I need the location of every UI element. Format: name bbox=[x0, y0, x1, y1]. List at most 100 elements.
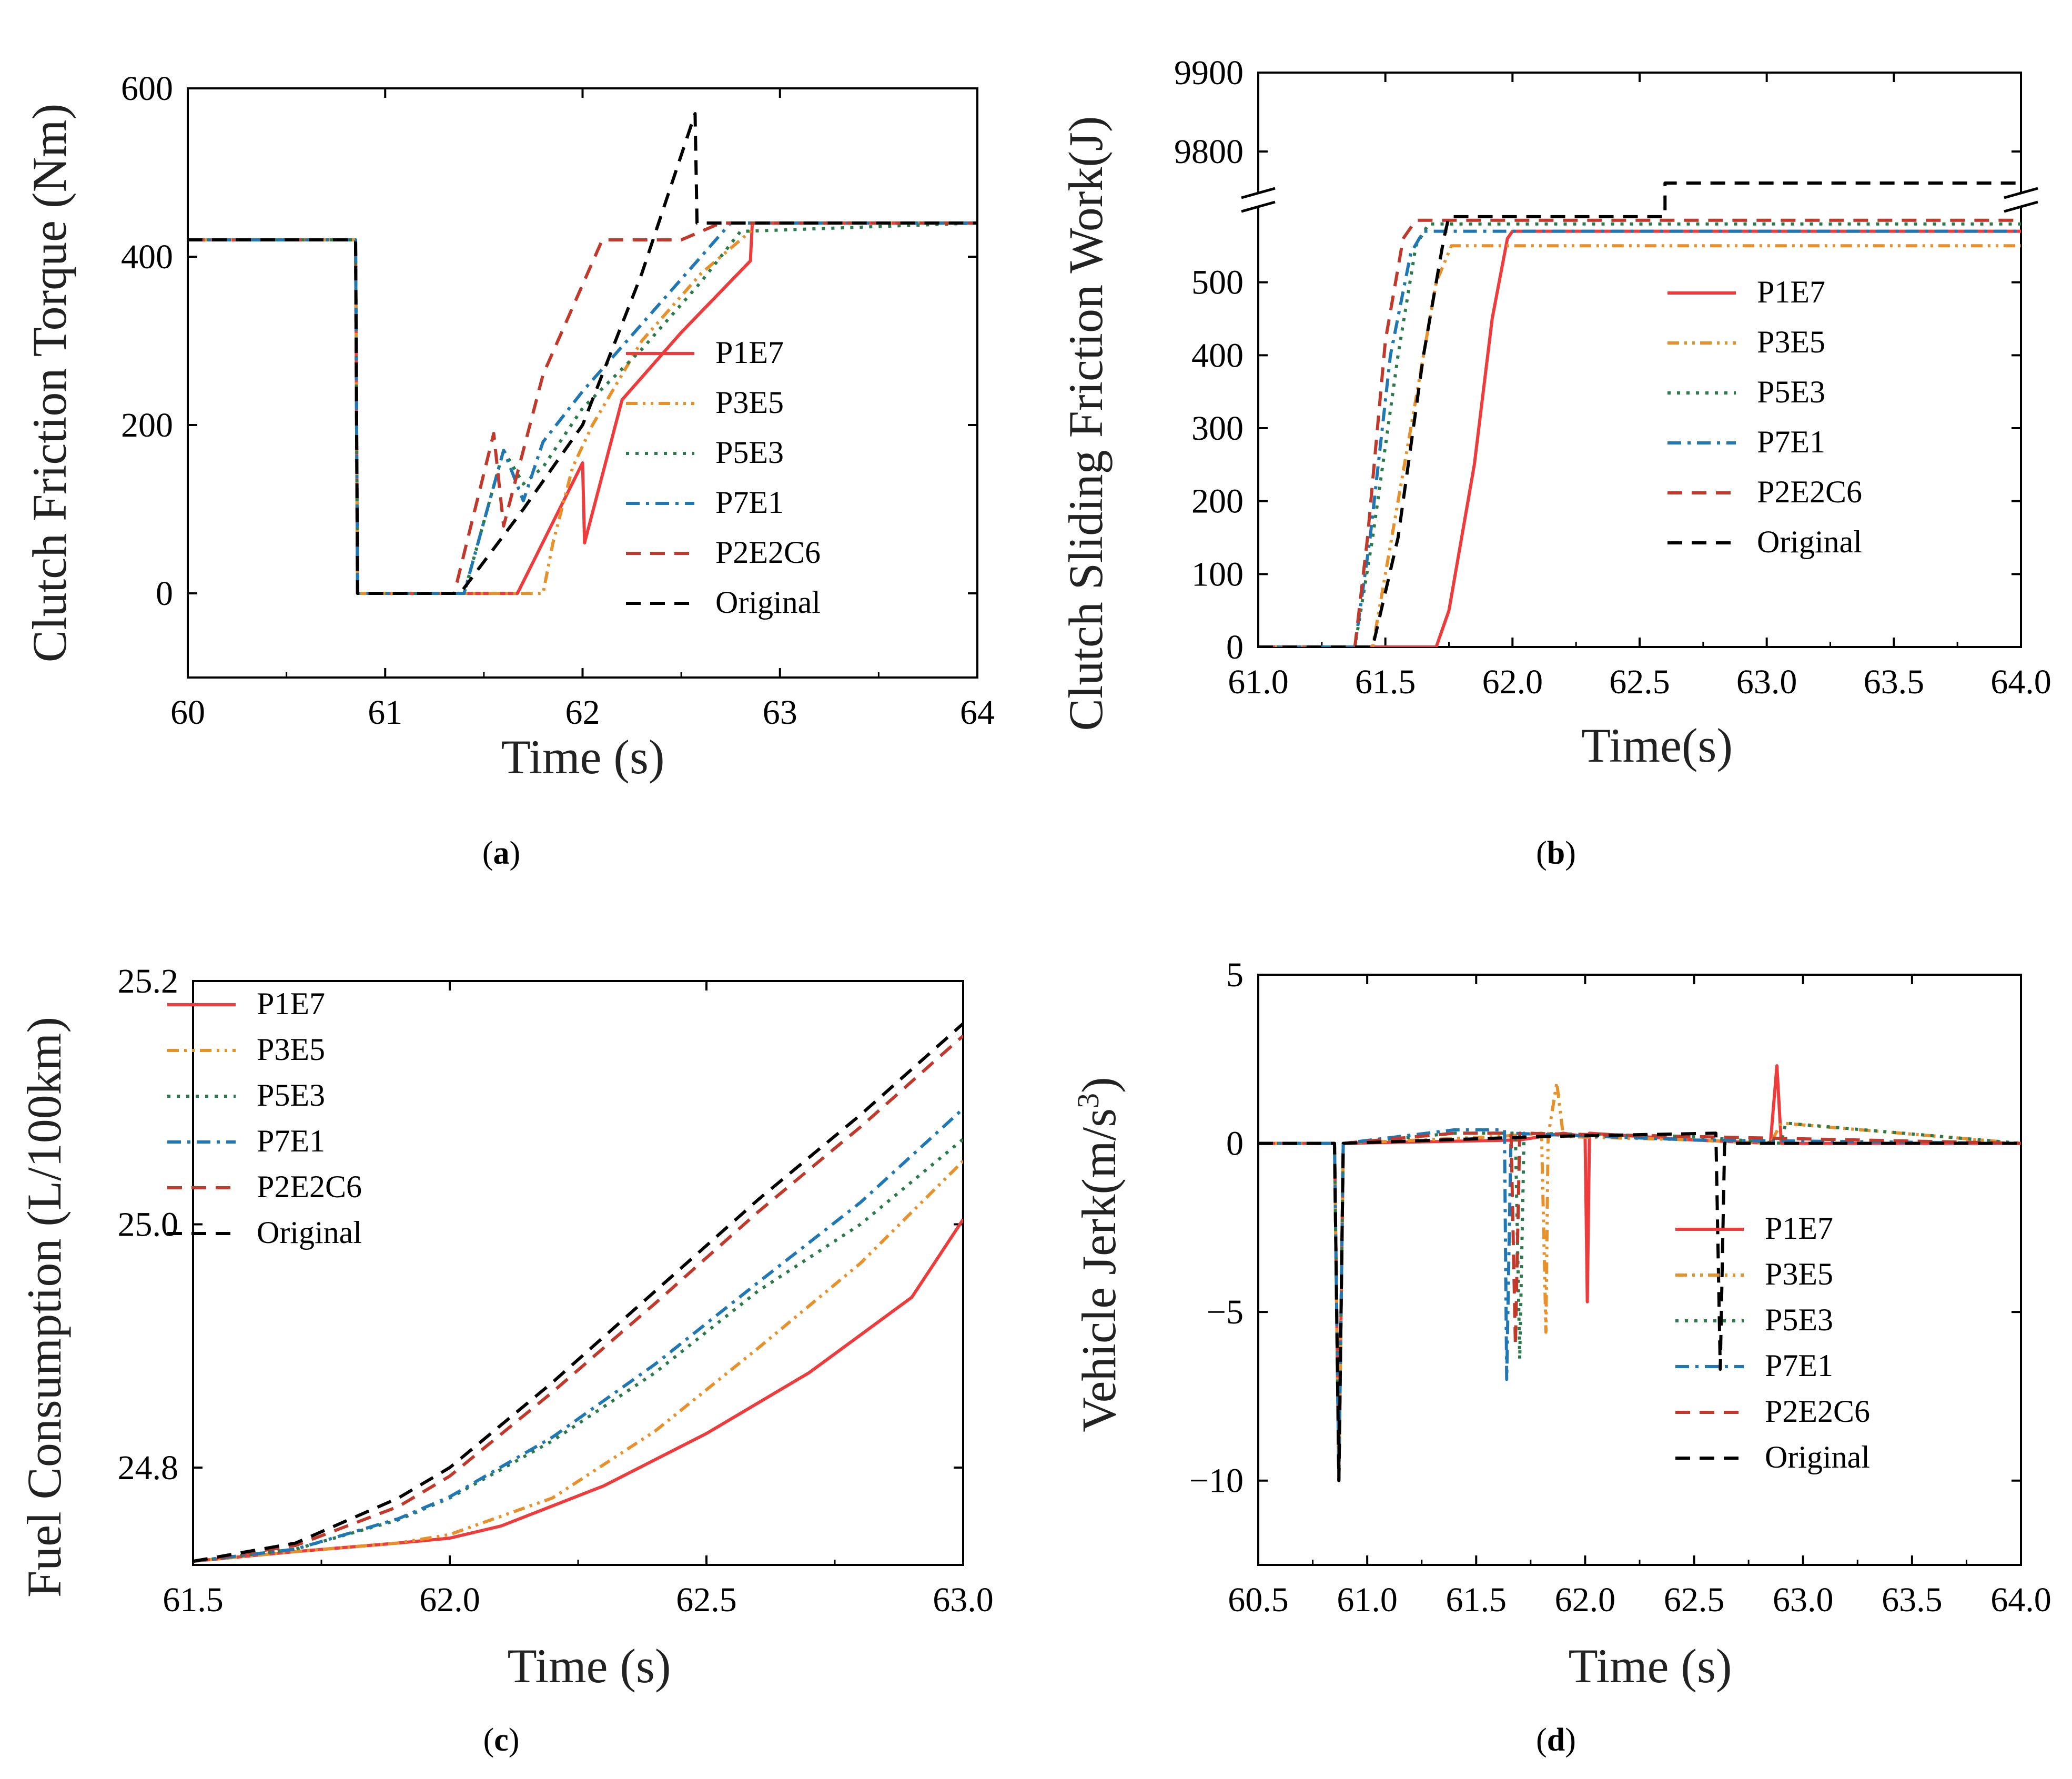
legend-label-p5e3: P5E3 bbox=[715, 435, 784, 470]
y-tick-label: −5 bbox=[1207, 1293, 1244, 1331]
y-tick-label: 200 bbox=[1191, 482, 1244, 521]
series-line-p7e1 bbox=[1258, 1128, 2021, 1482]
legend: P1E7 P3E5 P5E3 P7E1 P2E2C6 Original bbox=[626, 335, 821, 620]
x-tick-label: 61 bbox=[368, 693, 402, 732]
legend-label-p7e1: P7E1 bbox=[1757, 424, 1825, 459]
series-line-p5e3 bbox=[1258, 222, 2021, 647]
axis-break-mark bbox=[2004, 187, 2038, 199]
x-tick-label: 64.0 bbox=[1990, 1581, 2051, 1619]
legend-label-original: Original bbox=[715, 585, 821, 620]
legend: P1E7 P3E5 P5E3 P7E1 P2E2C6 Original bbox=[167, 986, 362, 1250]
axis-break-mark bbox=[1241, 187, 1276, 199]
series-line-p1e7 bbox=[1258, 1064, 2021, 1482]
legend-label-p7e1: P7E1 bbox=[257, 1124, 325, 1158]
panel-label: (a) bbox=[482, 835, 520, 871]
series-line-p1e7 bbox=[188, 221, 977, 595]
y-tick-label: 25.0 bbox=[118, 1206, 179, 1244]
y-tick-label: 500 bbox=[1191, 264, 1244, 302]
series-line-p5e3 bbox=[188, 221, 977, 595]
y-tick-label: 300 bbox=[1191, 409, 1244, 448]
legend-label-p5e3: P5E3 bbox=[1765, 1302, 1833, 1337]
x-tick-label: 60 bbox=[170, 693, 205, 732]
legend-label-p3e5: P3E5 bbox=[257, 1032, 325, 1067]
plot-frame bbox=[1257, 974, 2022, 1566]
legend-label-original: Original bbox=[1765, 1440, 1870, 1474]
legend-label-p1e7: P1E7 bbox=[1765, 1211, 1833, 1246]
y-axis-title: Clutch Sliding Friction Work(J) bbox=[1059, 116, 1113, 731]
axis-break-mark bbox=[2004, 200, 2038, 213]
y-tick-label: 0 bbox=[1226, 628, 1244, 666]
x-tick-label: 62.0 bbox=[419, 1581, 480, 1619]
chart-panel-c: 61.5 62.0 62.5 63.0 24.8 25.0 25.2 P1E7 P3E5 P5E3… bbox=[17, 962, 994, 1758]
legend: P1E7 P3E5 P5E3 P7E1 P2E2C6 Original bbox=[1675, 1211, 1870, 1474]
legend-label-p7e1: P7E1 bbox=[715, 485, 784, 520]
series-line-p7e1 bbox=[188, 221, 977, 595]
y-tick-label: 5 bbox=[1226, 956, 1244, 994]
x-tick-label: 62.0 bbox=[1482, 663, 1543, 701]
x-tick-label: 63.5 bbox=[1882, 1581, 1943, 1619]
series-line-p1e7 bbox=[193, 1218, 963, 1563]
legend-label-p1e7: P1E7 bbox=[1757, 275, 1825, 309]
panel-label: (c) bbox=[483, 1722, 520, 1758]
series-line-p5e3 bbox=[1258, 1121, 2021, 1482]
chart-panel-b: 61.0 61.5 62.0 62.5 63.0 63.5 64.0 0 100 200 300 40… bbox=[1059, 54, 2051, 871]
legend-label-p2e2c6: P2E2C6 bbox=[257, 1169, 362, 1204]
panel-label: (d) bbox=[1536, 1722, 1576, 1758]
y-tick-label: 0 bbox=[156, 574, 173, 613]
x-tick-label: 63 bbox=[763, 693, 797, 732]
series-line-original bbox=[1258, 1131, 2021, 1482]
legend-label-p3e5: P3E5 bbox=[715, 385, 784, 420]
series-line-p7e1 bbox=[1258, 229, 2021, 647]
y-tick-label: −10 bbox=[1189, 1462, 1244, 1500]
x-tick-label: 61.0 bbox=[1228, 663, 1289, 701]
x-tick-label: 61.0 bbox=[1337, 1581, 1398, 1619]
series-line-p3e5 bbox=[1258, 1081, 2021, 1482]
series-line-p2e2c6 bbox=[188, 221, 977, 595]
series-group bbox=[1258, 181, 2021, 647]
y-tick-label: 0 bbox=[1226, 1125, 1244, 1163]
series-line-p1e7 bbox=[1258, 229, 2021, 647]
x-tick-label: 62.5 bbox=[1664, 1581, 1725, 1619]
legend-label-p7e1: P7E1 bbox=[1765, 1348, 1833, 1383]
legend-label-p1e7: P1E7 bbox=[715, 335, 784, 370]
y-axis-title: Clutch Friction Torque (Nm) bbox=[23, 104, 76, 663]
series-line-p3e5 bbox=[1258, 244, 2021, 647]
series-group bbox=[188, 112, 977, 595]
series-line-p2e2c6 bbox=[1258, 218, 2021, 647]
legend-label-p1e7: P1E7 bbox=[257, 986, 325, 1021]
y-axis-title: Fuel Consumption (L/100km) bbox=[17, 1017, 71, 1598]
y-tick-label: 9800 bbox=[1174, 133, 1244, 171]
y-tick-label: 400 bbox=[121, 238, 173, 276]
x-axis-title: Time (s) bbox=[501, 730, 665, 784]
y-tick-label: 200 bbox=[121, 406, 173, 444]
y-tick-label: 9900 bbox=[1174, 54, 1244, 92]
x-tick-label: 60.5 bbox=[1228, 1581, 1289, 1619]
chart-panel-a: 60 61 62 63 64 0 200 400 600 P1E7 P3E5 P5E3 P7E1 P2E2… bbox=[23, 69, 995, 871]
x-axis-title: Time(s) bbox=[1581, 719, 1733, 772]
legend-label-original: Original bbox=[257, 1215, 362, 1250]
x-tick-label: 64 bbox=[960, 693, 995, 732]
panel-label: (b) bbox=[1536, 835, 1576, 871]
legend-label-p5e3: P5E3 bbox=[257, 1078, 325, 1113]
x-tick-label: 63.0 bbox=[933, 1581, 994, 1619]
legend: P1E7 P3E5 P5E3 P7E1 P2E2C6 Original bbox=[1667, 275, 1862, 559]
plot-frame bbox=[1257, 72, 2022, 648]
x-tick-label: 62 bbox=[565, 693, 600, 732]
x-tick-label: 61.5 bbox=[1355, 663, 1416, 701]
plot-frame bbox=[192, 980, 964, 1566]
y-tick-label: 400 bbox=[1191, 336, 1244, 375]
x-tick-label: 61.5 bbox=[1446, 1581, 1507, 1619]
series-group bbox=[193, 1022, 963, 1563]
legend-label-original: Original bbox=[1757, 524, 1862, 559]
x-tick-label: 64.0 bbox=[1990, 663, 2051, 701]
series-line-p2e2c6 bbox=[1258, 1131, 2021, 1482]
y-axis-title: Vehicle Jerk(m/s3) bbox=[1071, 1077, 1126, 1432]
x-tick-label: 63.0 bbox=[1773, 1581, 1834, 1619]
series-line-p7e1 bbox=[193, 1107, 963, 1563]
plot-frame bbox=[187, 87, 978, 679]
series-line-p3e5 bbox=[188, 221, 977, 595]
axis-break-mark bbox=[1241, 200, 1276, 213]
series-line-p3e5 bbox=[193, 1160, 963, 1563]
y-tick-label: 600 bbox=[121, 69, 173, 108]
x-tick-label: 61.5 bbox=[163, 1581, 224, 1619]
